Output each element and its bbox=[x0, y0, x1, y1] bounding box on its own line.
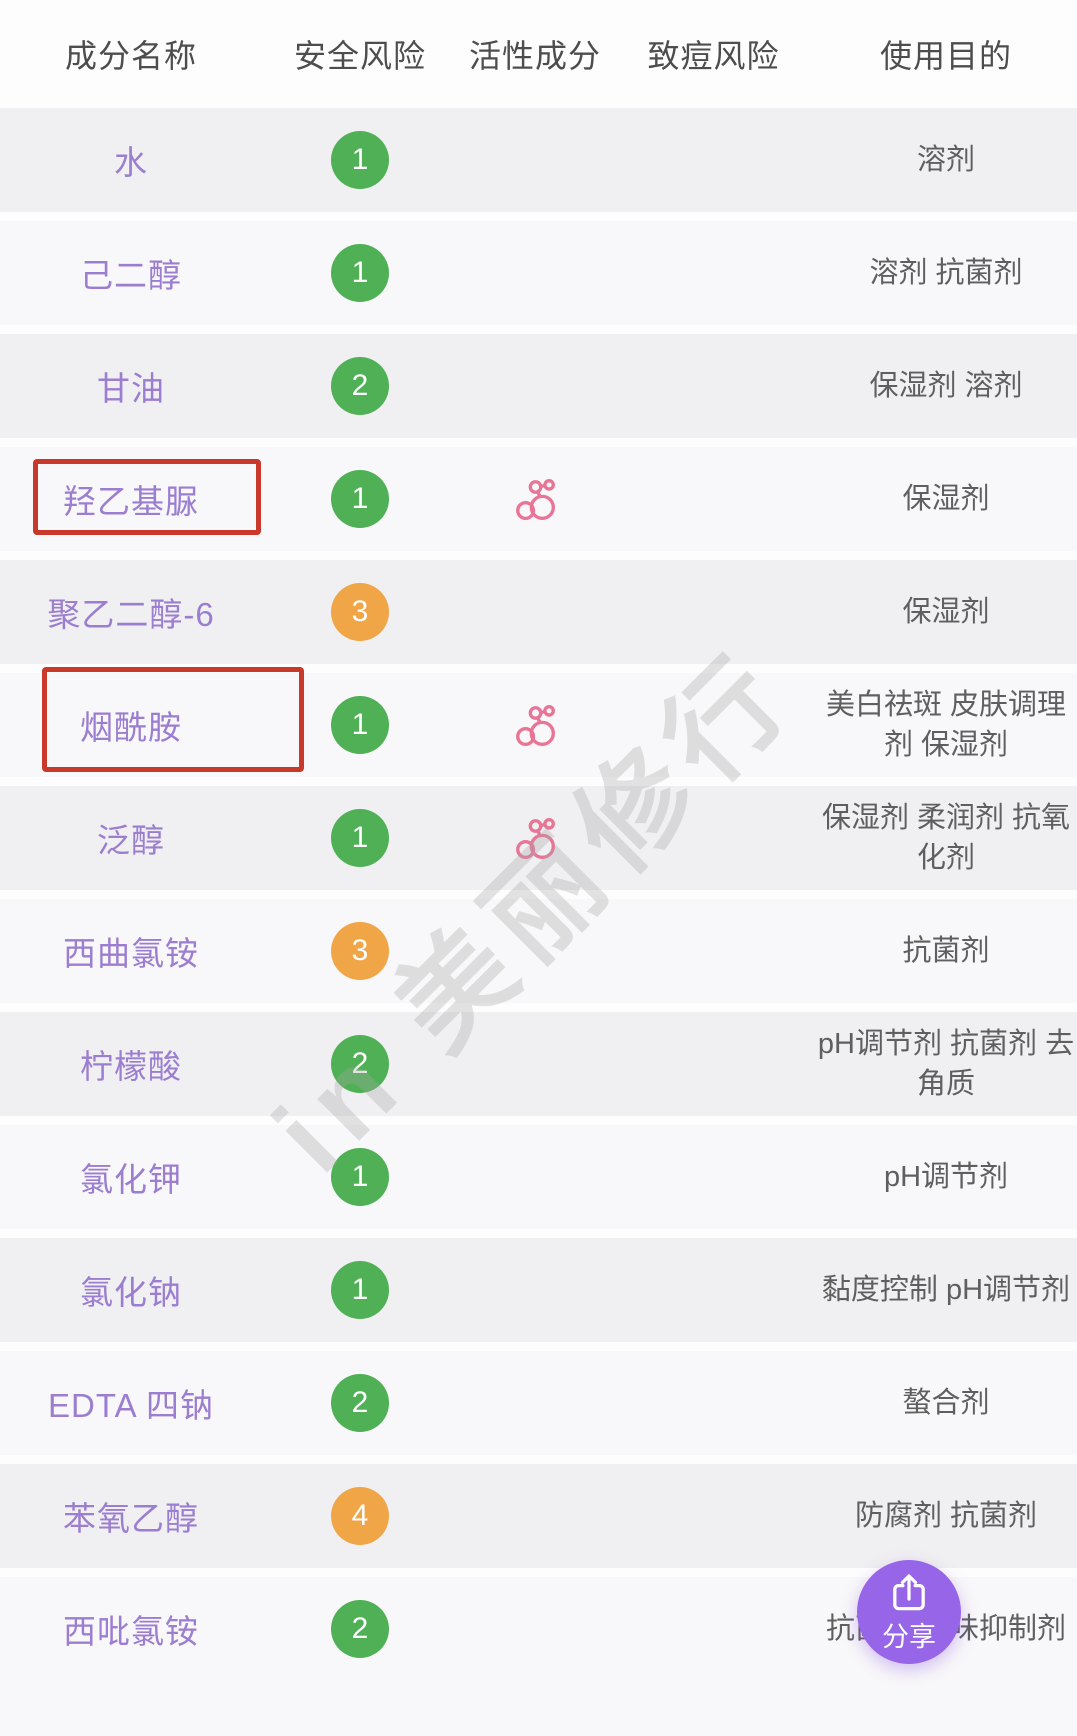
purpose-text: pH调节剂 抗菌剂 去角质 bbox=[817, 1028, 1075, 1100]
purpose-text: 黏度控制 pH调节剂 bbox=[821, 1274, 1071, 1306]
safety-risk-badge: 2 bbox=[331, 1374, 389, 1432]
safety-risk-badge: 4 bbox=[331, 1487, 389, 1545]
column-header-acne-risk: 致痘风险 bbox=[647, 38, 780, 74]
table-row[interactable]: 羟乙基脲 1 保湿剂 bbox=[0, 447, 1077, 551]
active-ingredient-icon bbox=[458, 702, 612, 748]
ingredient-name: 氯化钠 bbox=[80, 1274, 182, 1311]
purpose-text: 保湿剂 溶剂 bbox=[869, 370, 1023, 402]
purpose-text: 抗菌剂 bbox=[902, 935, 990, 967]
ingredient-name: 泛醇 bbox=[97, 822, 165, 859]
safety-risk-badge: 1 bbox=[331, 244, 389, 302]
ingredient-name: 氯化钾 bbox=[80, 1161, 182, 1198]
purpose-text: 溶剂 抗菌剂 bbox=[869, 257, 1023, 289]
safety-risk-badge: 1 bbox=[331, 131, 389, 189]
ingredient-name: 聚乙二醇-6 bbox=[47, 596, 215, 633]
table-row[interactable]: 氯化钠 1 黏度控制 pH调节剂 bbox=[0, 1238, 1077, 1342]
purpose-text: 保湿剂 bbox=[902, 483, 990, 515]
share-button[interactable]: 分享 bbox=[857, 1560, 961, 1664]
active-ingredient-icon bbox=[458, 815, 612, 861]
ingredient-name: 苯氧乙醇 bbox=[63, 1500, 199, 1537]
safety-risk-badge: 1 bbox=[331, 696, 389, 754]
table-row[interactable]: 甘油 2 保湿剂 溶剂 bbox=[0, 334, 1077, 438]
active-ingredient-icon bbox=[458, 476, 612, 522]
safety-risk-badge: 1 bbox=[331, 809, 389, 867]
ingredient-name: 甘油 bbox=[97, 370, 165, 407]
table-header: 成分名称 安全风险 活性成分 致痘风险 使用目的 bbox=[0, 0, 1077, 108]
ingredient-name: 羟乙基脲 bbox=[63, 483, 199, 520]
ingredient-name: 水 bbox=[114, 144, 148, 181]
ingredient-name: 柠檬酸 bbox=[80, 1048, 182, 1085]
purpose-text: 保湿剂 柔润剂 抗氧化剂 bbox=[821, 802, 1071, 874]
ingredient-name: EDTA 四钠 bbox=[48, 1387, 214, 1424]
table-row[interactable]: 柠檬酸 2 pH调节剂 抗菌剂 去角质 bbox=[0, 1012, 1077, 1116]
table-row[interactable]: 苯氧乙醇 4 防腐剂 抗菌剂 bbox=[0, 1464, 1077, 1568]
table-row[interactable]: 己二醇 1 溶剂 抗菌剂 bbox=[0, 221, 1077, 325]
table-row[interactable]: 泛醇 1 保湿剂 柔润剂 抗氧化剂 bbox=[0, 786, 1077, 890]
purpose-text: 螯合剂 bbox=[902, 1387, 990, 1419]
column-header-ingredient-name: 成分名称 bbox=[64, 38, 197, 74]
table-row[interactable]: 氯化钾 1 pH调节剂 bbox=[0, 1125, 1077, 1229]
share-button-label: 分享 bbox=[882, 1621, 936, 1652]
column-header-active-ingredient: 活性成分 bbox=[468, 38, 601, 74]
purpose-text: pH调节剂 bbox=[883, 1161, 1009, 1193]
safety-risk-badge: 1 bbox=[331, 1148, 389, 1206]
ingredient-table: 水 1 溶剂 己二醇 1 溶剂 抗菌剂 甘油 2 保湿剂 溶剂 羟乙基脲 1 保… bbox=[0, 108, 1077, 1736]
safety-risk-badge: 3 bbox=[331, 922, 389, 980]
ingredient-name: 烟酰胺 bbox=[80, 709, 182, 746]
table-row[interactable]: 水 1 溶剂 bbox=[0, 108, 1077, 212]
table-row[interactable]: 聚乙二醇-6 3 保湿剂 bbox=[0, 560, 1077, 664]
table-row[interactable]: EDTA 四钠 2 螯合剂 bbox=[0, 1351, 1077, 1455]
table-row[interactable]: 西曲氯铵 3 抗菌剂 bbox=[0, 899, 1077, 1003]
column-header-usage-purpose: 使用目的 bbox=[879, 38, 1012, 74]
purpose-text: 防腐剂 抗菌剂 bbox=[854, 1500, 1038, 1532]
safety-risk-badge: 3 bbox=[331, 583, 389, 641]
table-row[interactable]: 烟酰胺 1 美白祛斑 皮肤调理剂 保湿剂 bbox=[0, 667, 1077, 777]
column-header-safety-risk: 安全风险 bbox=[293, 38, 426, 74]
purpose-text: 美白祛斑 皮肤调理剂 保湿剂 bbox=[825, 689, 1067, 761]
safety-risk-badge: 2 bbox=[331, 1035, 389, 1093]
ingredient-name: 己二醇 bbox=[80, 257, 182, 294]
purpose-text: 保湿剂 bbox=[902, 596, 990, 628]
ingredient-name: 西吡氯铵 bbox=[63, 1613, 199, 1650]
ingredient-name: 西曲氯铵 bbox=[63, 935, 199, 972]
safety-risk-badge: 2 bbox=[331, 357, 389, 415]
safety-risk-badge: 1 bbox=[331, 470, 389, 528]
safety-risk-badge: 2 bbox=[331, 1600, 389, 1658]
purpose-text: 溶剂 bbox=[916, 144, 975, 176]
share-icon bbox=[886, 1571, 932, 1617]
safety-risk-badge: 1 bbox=[331, 1261, 389, 1319]
